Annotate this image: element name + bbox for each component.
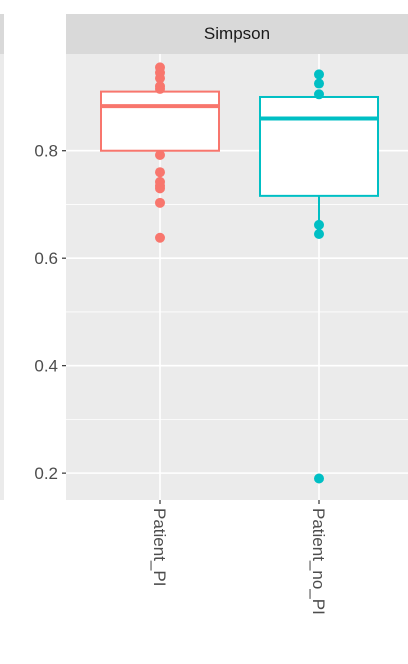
axes: 0.2 0.4 0.6 0.8 Patient_PI Patient_no_PI [34, 142, 328, 615]
y-tick-label: 0.6 [34, 249, 58, 268]
outlier-point [314, 78, 324, 89]
box-patient-no-pi [259, 69, 379, 484]
outlier-point [155, 83, 165, 94]
y-tick-label: 0.2 [34, 464, 58, 483]
x-tick-label: Patient_no_PI [309, 508, 328, 615]
box-body [100, 90, 220, 152]
boxes [100, 62, 379, 484]
outlier-point [314, 473, 324, 484]
neighbor-panel-fragment [0, 14, 4, 500]
y-tick-label: 0.4 [34, 357, 58, 376]
neighbor-strip-fragment [0, 14, 4, 54]
outlier-point [314, 89, 324, 100]
y-tick-label: 0.8 [34, 142, 58, 161]
outlier-point [155, 73, 165, 84]
outlier-point [314, 229, 324, 240]
neighbor-panel-background-fragment [0, 54, 4, 500]
outlier-point [155, 167, 165, 178]
outlier-point [155, 197, 165, 208]
box-patient-pi [100, 62, 220, 243]
facet-title: Simpson [204, 24, 270, 43]
outlier-point [155, 232, 165, 243]
outlier-point [314, 219, 324, 230]
outlier-point [314, 69, 324, 80]
x-tick-label: Patient_PI [150, 508, 169, 586]
box-body [259, 95, 379, 197]
outlier-point [155, 150, 165, 161]
outlier-point [155, 183, 165, 194]
facet-strip [66, 14, 408, 54]
